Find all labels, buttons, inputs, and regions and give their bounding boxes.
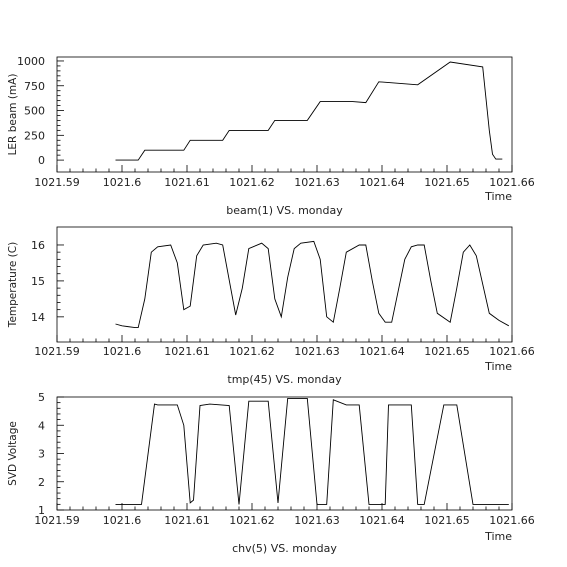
chart3-y-tick-label: 3: [38, 448, 45, 461]
chart1-y-tick-label: 250: [24, 129, 45, 142]
chart2-x-tick-label: 1021.64: [359, 345, 405, 358]
chart1-x-tick-label: 1021.61: [164, 176, 210, 189]
chart2-x-tick-label: 1021.61: [164, 345, 210, 358]
chart3-x-tick-label: 1021.62: [229, 514, 275, 527]
chart3-x-tick-label: 1021.64: [359, 514, 405, 527]
chart3-y-tick-label: 4: [38, 419, 45, 432]
chart1-y-tick-label: 0: [38, 154, 45, 167]
chart2-y-tick-label: 15: [31, 275, 45, 288]
chart1-y-tick-label: 1000: [17, 55, 45, 68]
chart1-y-tick-label: 500: [24, 105, 45, 118]
chart3-x-tick-label: 1021.6: [103, 514, 142, 527]
chart2-x-tick-label: 1021.65: [424, 345, 470, 358]
chart2-y-tick-label: 16: [31, 239, 45, 252]
chart3-series-line: [115, 397, 509, 505]
chart3-caption: chv(5) VS. monday: [232, 542, 337, 555]
chart1-x-tick-label: 1021.66: [489, 176, 535, 189]
chart1-x-tick-label: 1021.64: [359, 176, 405, 189]
chart1-plot-frame: [56, 56, 513, 173]
chart2-y-axis-label: Temperature (C): [7, 242, 19, 328]
chart2-y-tick-label: 14: [31, 311, 45, 324]
chart1-x-tick-label: 1021.63: [294, 176, 340, 189]
chart3-y-tick-label: 1: [38, 504, 45, 517]
chart2-x-tick-label: 1021.62: [229, 345, 275, 358]
chart2-x-tick-label: 1021.6: [103, 345, 142, 358]
chart2-series-line: [115, 240, 510, 329]
chart1-series-line: [115, 61, 503, 161]
chart2-x-axis-label: Time: [484, 360, 512, 373]
chart2-plot-frame: [56, 226, 513, 343]
chart3-x-tick-label: 1021.59: [34, 514, 80, 527]
chart1-y-tick-label: 750: [24, 80, 45, 93]
chart1-x-tick-label: 1021.62: [229, 176, 275, 189]
chart2-x-tick-label: 1021.66: [489, 345, 535, 358]
chart3-plot-frame: [56, 396, 513, 511]
chart3-x-tick-label: 1021.65: [424, 514, 470, 527]
chart3-x-tick-label: 1021.66: [489, 514, 535, 527]
chart1-y-axis-label: LER beam (mA): [7, 74, 19, 156]
chart2-caption: tmp(45) VS. monday: [227, 373, 342, 386]
chart2-x-tick-label: 1021.59: [34, 345, 80, 358]
chart1-x-axis-label: Time: [484, 190, 512, 203]
chart3-x-tick-label: 1021.61: [164, 514, 210, 527]
chart3-y-tick-label: 5: [38, 391, 45, 404]
chart3-x-tick-label: 1021.63: [294, 514, 340, 527]
chart1-caption: beam(1) VS. monday: [226, 204, 343, 217]
chart3-y-tick-label: 2: [38, 476, 45, 489]
chart3-x-axis-label: Time: [484, 530, 512, 543]
chart3-y-axis-label: SVD Voltage: [7, 421, 19, 486]
chart1-x-tick-label: 1021.6: [103, 176, 142, 189]
chart1-x-tick-label: 1021.59: [34, 176, 80, 189]
chart1-x-tick-label: 1021.65: [424, 176, 470, 189]
chart2-x-tick-label: 1021.63: [294, 345, 340, 358]
